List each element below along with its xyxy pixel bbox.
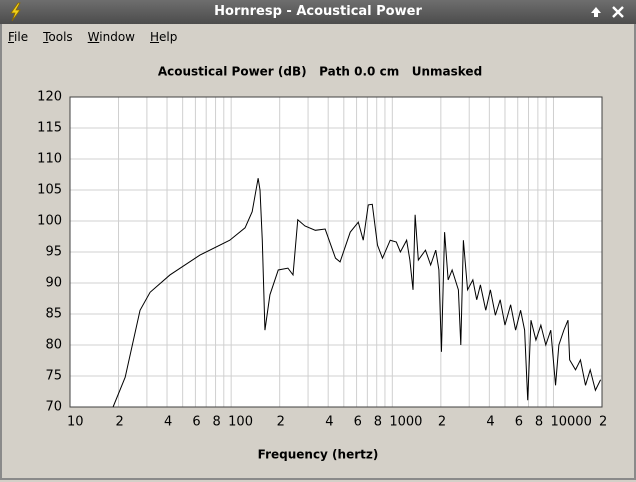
x-tick-label: 100 (228, 415, 253, 430)
y-tick-label: 75 (45, 369, 62, 384)
y-tick-label: 80 (45, 338, 62, 353)
x-tick-label: 1000 (389, 415, 422, 430)
data-line (112, 178, 602, 408)
y-tick-label: 85 (45, 307, 62, 322)
close-button[interactable] (610, 4, 626, 20)
plot-border (69, 96, 603, 408)
menu-item[interactable]: File (8, 30, 29, 44)
x-tick-label: 10000 (550, 415, 591, 430)
x-tick-label: 8 (213, 415, 221, 430)
y-tick-label: 120 (37, 90, 62, 105)
x-tick-label: 4 (325, 415, 333, 430)
maximize-button[interactable] (588, 4, 604, 20)
y-tick-label: 110 (37, 152, 62, 167)
x-tick-label: 8 (535, 415, 543, 430)
window-title: Hornresp - Acoustical Power (214, 4, 422, 19)
plot-area (70, 97, 602, 407)
x-tick-label: 2 (599, 415, 607, 430)
x-tick-label: 2 (277, 415, 285, 430)
y-tick-label: 100 (37, 214, 62, 229)
x-tick-label: 6 (192, 415, 200, 430)
title-bar: Hornresp - Acoustical Power (0, 0, 636, 24)
app-icon (10, 2, 21, 22)
y-tick-label: 90 (45, 276, 62, 291)
y-tick-label: 115 (37, 121, 62, 136)
x-tick-label: 6 (515, 415, 523, 430)
menu-item[interactable]: Window (87, 30, 135, 44)
y-tick-label: 70 (45, 400, 62, 415)
y-tick-label: 105 (37, 183, 62, 198)
x-tick-label: 6 (354, 415, 362, 430)
y-tick-label: 95 (45, 245, 62, 260)
x-tick-label: 2 (116, 415, 124, 430)
menu-bar: File Tools Window Help (2, 26, 186, 48)
menu-item[interactable]: Help (150, 30, 178, 44)
x-tick-label: 4 (486, 415, 494, 430)
x-axis-label: Frequency (hertz) (258, 448, 379, 462)
menu-item[interactable]: Tools (43, 30, 73, 44)
x-tick-label: 4 (164, 415, 172, 430)
x-tick-label: 8 (374, 415, 382, 430)
chart-title: Acoustical Power (dB) Path 0.0 cm Unmask… (158, 65, 482, 79)
x-tick-label: 2 (438, 415, 446, 430)
x-tick-label: 10 (67, 415, 84, 430)
